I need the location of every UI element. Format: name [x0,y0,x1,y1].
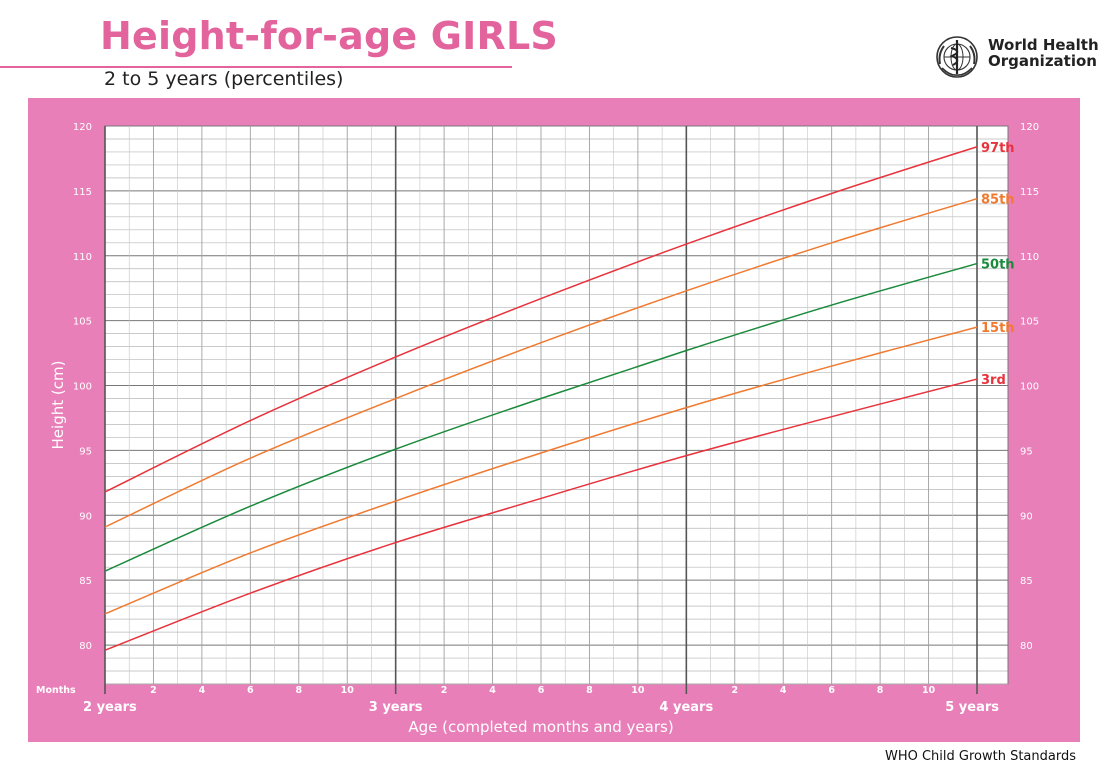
months-axis-label: Months [36,685,76,696]
month-tick-label: 10 [341,685,355,696]
month-tick-label: 2 [731,685,738,696]
y-tick-label-left: 100 [73,382,92,393]
month-tick-label: 6 [828,685,835,696]
who-name-line1: World Health [988,36,1099,54]
month-tick-label: 8 [295,685,302,696]
y-tick-label-right: 85 [1020,576,1033,587]
month-tick-label: 4 [489,685,496,696]
month-tick-label: 8 [877,685,884,696]
month-tick-label: 10 [922,685,936,696]
y-tick-label-left: 90 [79,511,92,522]
y-tick-label-right: 120 [1020,122,1039,133]
series-label-15th: 15th [981,321,1015,336]
y-tick-label-left: 80 [79,641,92,652]
y-tick-label-right: 90 [1020,511,1033,522]
y-tick-label-left: 85 [79,576,92,587]
month-tick-label: 10 [631,685,645,696]
y-tick-label-right: 115 [1020,187,1039,198]
curve-15th [104,326,978,615]
y-tick-label-left: 105 [73,317,92,328]
curve-85th [104,197,978,528]
y-tick-label-left: 95 [79,446,92,457]
series-label-3rd: 3rd [981,373,1006,388]
y-tick-label-right: 80 [1020,641,1033,652]
chart-subtitle: 2 to 5 years (percentiles) [104,68,344,90]
curve-3rd [104,378,978,651]
plot-area [104,125,1009,685]
y-axis-title: Height (cm) [49,361,67,450]
series-label-85th: 85th [981,193,1015,208]
year-tick-label: 3 years [369,700,423,715]
y-tick-label-right: 95 [1020,446,1033,457]
chart-title: Height-for-age GIRLS [100,14,558,58]
month-tick-label: 2 [441,685,448,696]
who-name-line2: Organization [988,52,1097,70]
year-tick-label: 5 years [945,700,999,715]
footer-source: WHO Child Growth Standards [884,749,1076,764]
month-tick-label: 6 [538,685,545,696]
y-tick-label-left: 120 [73,122,92,133]
series-label-50th: 50th [981,258,1015,273]
month-tick-label: 4 [199,685,206,696]
y-tick-label-right: 110 [1020,252,1039,263]
month-tick-label: 8 [586,685,593,696]
curve-97th [104,146,978,493]
who-organization-name: World Health Organization [988,37,1099,69]
month-tick-label: 4 [780,685,787,696]
title-underline [0,66,512,68]
y-tick-label-left: 115 [73,187,92,198]
year-tick-label: 2 years [83,700,137,715]
who-emblem-icon [936,36,978,78]
y-tick-label-right: 100 [1020,382,1039,393]
month-tick-label: 2 [150,685,157,696]
y-tick-label-right: 105 [1020,317,1039,328]
month-tick-label: 6 [247,685,254,696]
year-tick-label: 4 years [659,700,713,715]
series-label-97th: 97th [981,141,1015,156]
curve-50th [104,262,978,572]
x-axis-title: Age (completed months and years) [408,718,673,736]
y-tick-label-left: 110 [73,252,92,263]
